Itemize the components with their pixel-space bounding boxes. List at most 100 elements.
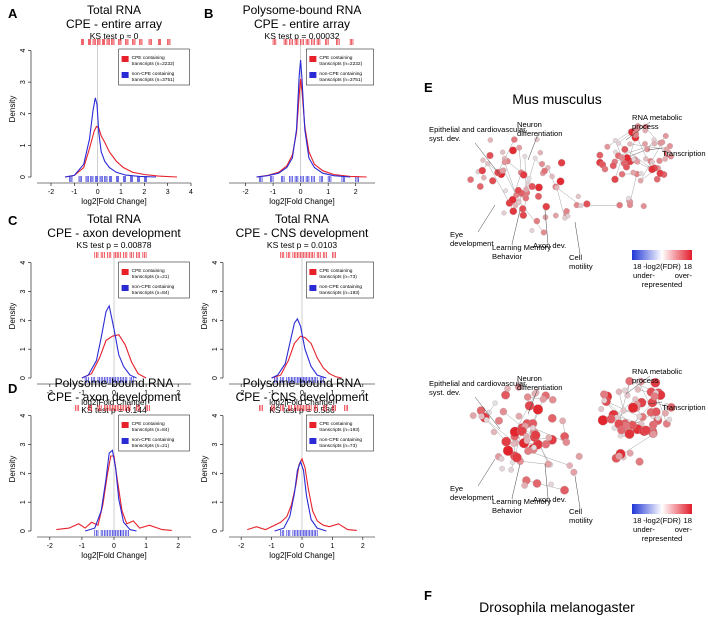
- network-edge: [518, 147, 522, 173]
- y-tick-label: 0: [212, 529, 219, 533]
- fdr-low-label: 18: [633, 262, 641, 271]
- label-leader: [511, 209, 521, 245]
- network-node: [651, 407, 661, 417]
- y-tick-label: 2: [212, 471, 219, 475]
- network-node: [662, 156, 668, 162]
- network-node: [596, 151, 604, 159]
- y-tick-label: 1: [212, 347, 219, 351]
- network-node: [535, 183, 543, 192]
- network-label: RNA metabolic: [632, 367, 682, 376]
- label-leader: [544, 463, 549, 499]
- x-axis-label: log2[Fold Change]: [269, 197, 334, 206]
- network-node: [509, 146, 517, 155]
- network-node: [530, 424, 536, 431]
- legend-swatch: [121, 438, 129, 444]
- y-tick-label: 3: [20, 442, 27, 446]
- network-node: [618, 154, 626, 161]
- network-node: [499, 407, 508, 416]
- series-line-noncpe: [271, 317, 327, 379]
- x-tick-label: 2: [361, 390, 365, 397]
- network-node: [514, 186, 522, 195]
- network-node: [528, 183, 536, 191]
- network-node: [641, 425, 651, 436]
- y-tick-label: 1: [20, 143, 27, 147]
- network-node: [547, 414, 557, 423]
- legend-swatch: [309, 422, 317, 428]
- network-node: [501, 159, 508, 166]
- network-label: Eye: [450, 230, 463, 239]
- x-tick-label: 0: [96, 189, 100, 196]
- network-node: [529, 228, 535, 233]
- network-node: [492, 400, 498, 406]
- network-edge: [497, 139, 515, 173]
- network-node: [615, 388, 623, 396]
- network-node: [476, 183, 484, 190]
- network-node: [640, 203, 647, 210]
- legend-label: non-CPE containing: [319, 284, 362, 290]
- fdr-gradient-bar: [632, 504, 692, 514]
- network-node: [560, 485, 569, 495]
- network-node: [624, 392, 631, 399]
- legend-label: non-CPE containing: [132, 437, 175, 443]
- rug-bottom: [274, 377, 324, 383]
- network-node: [656, 157, 663, 164]
- network-node: [624, 428, 635, 439]
- series-line-noncpe: [64, 97, 157, 178]
- network-node: [656, 169, 664, 178]
- network-node: [503, 188, 509, 194]
- network-node: [511, 136, 518, 143]
- network-node: [509, 207, 518, 216]
- network-node: [512, 452, 522, 463]
- rug-bottom: [280, 530, 318, 536]
- label-leader: [477, 204, 496, 233]
- network-node: [552, 212, 559, 219]
- chart-subtitle: CPE - entire array: [66, 17, 162, 31]
- network-node: [508, 195, 517, 204]
- label-leader: [544, 209, 549, 245]
- network-node: [486, 151, 494, 160]
- network-node: [523, 437, 531, 444]
- network-node: [522, 153, 528, 159]
- x-tick-label: -1: [79, 543, 85, 550]
- network-node: [523, 393, 532, 401]
- legend-swatch: [121, 285, 129, 291]
- series-line-noncpe: [256, 59, 351, 178]
- rug-bottom: [69, 176, 148, 182]
- y-tick-label: 3: [212, 289, 219, 293]
- x-tick-label: 0: [300, 390, 304, 397]
- network-label: Neuron: [517, 120, 542, 129]
- legend-label: transcripts (n=84): [132, 427, 170, 433]
- network-node: [486, 409, 492, 416]
- network-node: [626, 201, 634, 209]
- label-leader: [474, 142, 501, 176]
- network-node: [541, 167, 548, 175]
- network-node: [653, 175, 661, 183]
- network-title: Mus musculus: [512, 91, 601, 107]
- x-tick-label: 4: [189, 189, 193, 196]
- network-node: [611, 175, 619, 183]
- y-tick-label: 0: [20, 376, 27, 380]
- network-node: [519, 171, 528, 179]
- network-node: [548, 481, 554, 488]
- network-node: [644, 146, 651, 153]
- x-tick-label: 2: [354, 189, 358, 196]
- network-node: [638, 171, 644, 176]
- x-axis-label: log2[Fold Change]: [81, 398, 146, 407]
- network-node: [515, 412, 523, 420]
- label-leader: [647, 401, 663, 405]
- chart-subtitle: CPE - CNS development: [236, 226, 369, 240]
- network-label: Epithelial and cardiovascular: [429, 125, 526, 134]
- label-leader: [625, 375, 651, 395]
- network-node: [500, 149, 506, 155]
- x-tick-label: 1: [144, 390, 148, 397]
- x-tick-label: 0: [300, 543, 304, 550]
- y-tick-label: 3: [20, 289, 27, 293]
- network-node: [650, 377, 661, 388]
- network-node: [483, 417, 490, 423]
- label-leader: [477, 458, 496, 487]
- network-node: [666, 416, 673, 423]
- y-axis-label: Density: [200, 303, 209, 330]
